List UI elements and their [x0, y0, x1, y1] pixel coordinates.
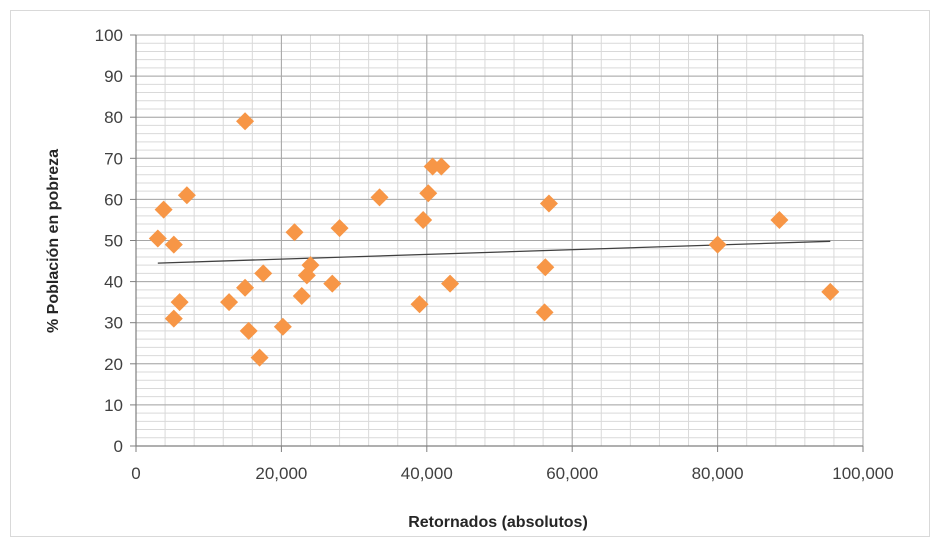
trendline-group	[157, 240, 831, 264]
axes	[130, 34, 864, 452]
data-point	[220, 293, 239, 312]
y-tick-label: 90	[104, 67, 123, 86]
data-point	[250, 348, 269, 367]
data-point	[441, 274, 460, 293]
data-point	[301, 256, 320, 275]
data-point	[410, 295, 429, 314]
data-point	[236, 278, 255, 297]
y-tick-label: 80	[104, 108, 123, 127]
trendline	[157, 240, 831, 264]
data-point	[254, 264, 273, 283]
y-tick-label: 0	[114, 437, 123, 456]
data-point	[164, 235, 183, 254]
data-point	[273, 317, 292, 336]
data-point	[536, 258, 555, 277]
x-tick-label: 40,000	[401, 464, 453, 483]
data-point	[154, 200, 173, 219]
data-point	[539, 194, 558, 213]
data-point	[292, 286, 311, 305]
data-point	[323, 274, 342, 293]
data-point	[821, 282, 840, 301]
data-point	[170, 293, 189, 312]
y-tick-label: 60	[104, 190, 123, 209]
data-point	[770, 210, 789, 229]
y-tick-label: 70	[104, 149, 123, 168]
data-point	[236, 112, 255, 131]
x-tick-labels: 0 20,000 40,000 60,000 80,000 100,000	[131, 464, 893, 483]
x-axis-title: Retornados (absolutos)	[408, 514, 588, 531]
x-tick-label: 0	[131, 464, 140, 483]
data-point	[419, 184, 438, 203]
grid	[135, 34, 864, 447]
x-tick-label: 20,000	[255, 464, 307, 483]
data-point	[285, 223, 304, 242]
y-tick-label: 20	[104, 355, 123, 374]
data-point	[370, 188, 389, 207]
data-point	[432, 157, 451, 176]
data-point	[535, 303, 554, 322]
x-tick-label: 80,000	[692, 464, 744, 483]
y-tick-label: 50	[104, 232, 123, 251]
data-point	[164, 309, 183, 328]
data-point	[148, 229, 167, 248]
y-tick-label: 40	[104, 273, 123, 292]
y-tick-label: 10	[104, 396, 123, 415]
y-tick-labels: 0 10 20 30 40 50 60 70 80 90 100	[95, 26, 123, 456]
x-tick-label: 100,000	[832, 464, 893, 483]
data-points	[148, 112, 840, 367]
data-point	[239, 321, 258, 340]
data-point	[414, 210, 433, 229]
data-point	[708, 235, 727, 254]
y-tick-label: 30	[104, 314, 123, 333]
y-axis-title: % Población en pobreza	[45, 149, 62, 333]
data-point	[330, 219, 349, 238]
data-point	[177, 186, 196, 205]
x-tick-label: 60,000	[546, 464, 598, 483]
y-tick-label: 100	[95, 26, 123, 45]
